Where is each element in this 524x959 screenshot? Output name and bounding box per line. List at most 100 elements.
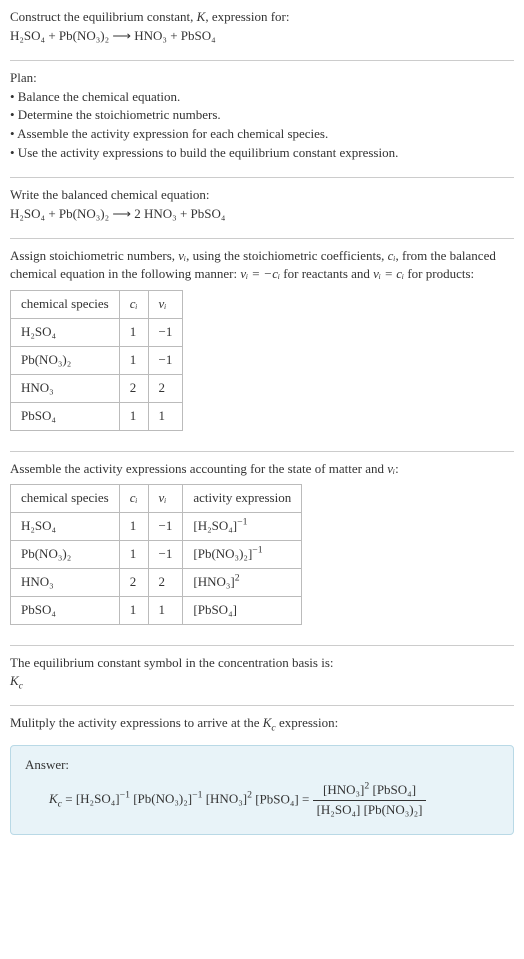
table-header-row: chemical species cᵢ νᵢ	[11, 291, 183, 319]
activity-exp: 2	[235, 573, 240, 584]
kc-symbol: Kc	[10, 673, 23, 688]
plan-bullet: • Determine the stoichiometric numbers.	[10, 106, 514, 125]
table-row: Pb(NO₃)₂ 1 −1	[11, 346, 183, 374]
answer-equation: Kc = [H₂SO₄]−1 [Pb(NO₃)₂]−1 [HNO₃]2 [PbS…	[25, 781, 499, 820]
base: [PbSO₄]	[369, 782, 416, 797]
cell-ci: 2	[119, 568, 148, 596]
cell-species: PbSO₄	[11, 402, 120, 430]
base: [HNO₃]	[206, 791, 247, 806]
cell-activity: [Pb(NO₃)₂]−1	[183, 541, 302, 569]
table-row: PbSO₄ 1 1 [PbSO₄]	[11, 596, 302, 624]
term: [PbSO₄]	[255, 791, 299, 806]
cell-ci: 1	[119, 346, 148, 374]
cell-nui: 2	[148, 374, 183, 402]
cell-species: H₂SO₄	[11, 513, 120, 541]
balanced-equation: H₂SO₄ + Pb(NO₃)₂ ⟶ 2 HNO₃ + PbSO₄	[10, 206, 225, 221]
numerator: [HNO₃]2 [PbSO₄]	[313, 781, 427, 801]
plan-bullet: • Balance the chemical equation.	[10, 88, 514, 107]
var-nu: νᵢ	[387, 461, 395, 476]
col-nui: νᵢ	[148, 291, 183, 319]
divider	[10, 705, 514, 706]
text: Assign stoichiometric numbers,	[10, 248, 178, 263]
fraction: [HNO₃]2 [PbSO₄] [H₂SO₄] [Pb(NO₃)₂]	[313, 781, 427, 820]
cell-activity: [PbSO₄]	[183, 596, 302, 624]
divider	[10, 177, 514, 178]
divider	[10, 60, 514, 61]
var-c: cᵢ	[388, 248, 396, 263]
cell-nui: −1	[148, 346, 183, 374]
eq-sign: =	[299, 791, 313, 806]
plan-bullet: • Assemble the activity expression for e…	[10, 125, 514, 144]
cell-species: HNO₃	[11, 374, 120, 402]
base: [H₂SO₄]	[76, 791, 120, 806]
base: [Pb(NO₃)₂]	[133, 791, 192, 806]
table-header-row: chemical species cᵢ νᵢ activity expressi…	[11, 485, 302, 513]
exp: 2	[247, 790, 252, 801]
cell-nui: −1	[148, 513, 183, 541]
cell-nui: 1	[148, 402, 183, 430]
col-ci: cᵢ	[119, 291, 148, 319]
table-row: HNO₃ 2 2 [HNO₃]2	[11, 568, 302, 596]
relation: νᵢ = −cᵢ	[240, 266, 280, 281]
text: Assemble the activity expressions accoun…	[10, 461, 387, 476]
multiply-section: Mulitply the activity expressions to arr…	[10, 714, 514, 739]
cell-species: H₂SO₄	[11, 319, 120, 347]
exp: −1	[192, 790, 202, 801]
answer-box: Answer: Kc = [H₂SO₄]−1 [Pb(NO₃)₂]−1 [HNO…	[10, 745, 514, 835]
col-ci: cᵢ	[119, 485, 148, 513]
text: Mulitply the activity expressions to arr…	[10, 715, 263, 730]
cell-ci: 1	[119, 513, 148, 541]
text: :	[395, 461, 399, 476]
cell-ci: 1	[119, 596, 148, 624]
kc-symbol: Kc	[263, 715, 276, 730]
col-nui: νᵢ	[148, 485, 183, 513]
unbalanced-equation: H₂SO₄ + Pb(NO₃)₂ ⟶ HNO₃ + PbSO₄	[10, 28, 216, 43]
text: for products:	[404, 266, 474, 281]
activity-exp: −1	[252, 545, 262, 556]
cell-species: PbSO₄	[11, 596, 120, 624]
activity-section: Assemble the activity expressions accoun…	[10, 460, 514, 637]
K: K	[49, 791, 58, 806]
balanced-title: Write the balanced chemical equation:	[10, 186, 514, 205]
activity-exp: −1	[237, 517, 247, 528]
cell-species: Pb(NO₃)₂	[11, 541, 120, 569]
plan-bullet: • Use the activity expressions to build …	[10, 144, 514, 163]
base: [HNO₃]	[323, 782, 364, 797]
var-nu: νᵢ	[178, 248, 186, 263]
activity-table: chemical species cᵢ νᵢ activity expressi…	[10, 484, 302, 624]
table-row: PbSO₄ 1 1	[11, 402, 183, 430]
divider	[10, 238, 514, 239]
stoich-table: chemical species cᵢ νᵢ H₂SO₄ 1 −1 Pb(NO₃…	[10, 290, 183, 430]
answer-label: Answer:	[25, 756, 499, 775]
activity-base: [Pb(NO₃)₂]	[193, 546, 252, 561]
col-species: chemical species	[11, 485, 120, 513]
K-sub: c	[19, 681, 23, 692]
col-activity: activity expression	[183, 485, 302, 513]
divider	[10, 645, 514, 646]
K: K	[10, 673, 19, 688]
text: expression:	[276, 715, 338, 730]
activity-base: [PbSO₄]	[193, 602, 237, 617]
stoich-section: Assign stoichiometric numbers, νᵢ, using…	[10, 247, 514, 443]
symbol-title: The equilibrium constant symbol in the c…	[10, 654, 514, 673]
cell-activity: [H₂SO₄]−1	[183, 513, 302, 541]
col-species: chemical species	[11, 291, 120, 319]
kc-symbol: Kc	[49, 791, 62, 806]
table-row: HNO₃ 2 2	[11, 374, 183, 402]
divider	[10, 451, 514, 452]
problem-statement: Construct the equilibrium constant, K, e…	[10, 8, 514, 52]
relation: νᵢ = cᵢ	[373, 266, 404, 281]
eq-sign: =	[62, 791, 76, 806]
cell-nui: 2	[148, 568, 183, 596]
term: [Pb(NO₃)₂]−1	[133, 791, 202, 806]
table-row: H₂SO₄ 1 −1	[11, 319, 183, 347]
cell-species: Pb(NO₃)₂	[11, 346, 120, 374]
table-row: Pb(NO₃)₂ 1 −1 [Pb(NO₃)₂]−1	[11, 541, 302, 569]
exp: −1	[120, 790, 130, 801]
text: Construct the equilibrium constant,	[10, 9, 197, 24]
text: , using the stoichiometric coefficients,	[186, 248, 388, 263]
cell-nui: 1	[148, 596, 183, 624]
cell-ci: 1	[119, 319, 148, 347]
text: for reactants and	[280, 266, 373, 281]
cell-ci: 2	[119, 374, 148, 402]
